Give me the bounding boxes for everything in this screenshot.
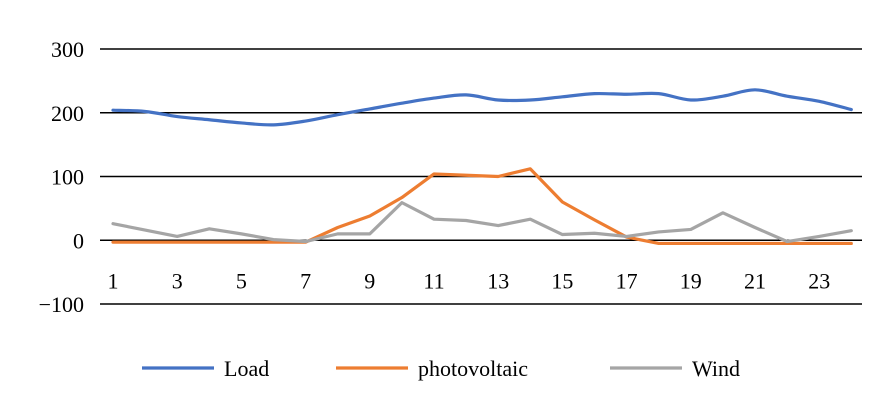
x-tick-label: 17	[616, 268, 638, 293]
y-tick-label: 100	[51, 165, 84, 190]
y-tick-label: −100	[39, 292, 84, 317]
y-tick-label: 200	[51, 101, 84, 126]
series-line-photovoltaic	[111, 167, 853, 246]
legend-label: photovoltaic	[418, 356, 528, 381]
x-tick-label: 5	[236, 268, 247, 293]
y-axis-ticks: 300 200 100 0 −100	[39, 37, 84, 317]
legend-item-photovoltaic: photovoltaic	[336, 356, 528, 381]
y-tick-label: 0	[73, 228, 84, 253]
x-tick-label: 1	[108, 268, 119, 293]
series-line-wind	[111, 201, 853, 244]
legend-item-wind: Wind	[610, 356, 740, 381]
legend-label: Wind	[692, 356, 740, 381]
x-tick-label: 23	[808, 268, 830, 293]
x-tick-label: 11	[423, 268, 444, 293]
x-tick-label: 19	[680, 268, 702, 293]
x-axis-ticks: 1 3 5 7 9 11 13 15 17 19 21 23	[108, 268, 831, 293]
x-tick-label: 7	[300, 268, 311, 293]
legend-label: Load	[224, 356, 269, 381]
series-lines	[111, 88, 853, 246]
x-tick-label: 3	[172, 268, 183, 293]
series-line-load	[111, 88, 853, 127]
x-tick-label: 9	[364, 268, 375, 293]
y-tick-label: 300	[51, 37, 84, 62]
x-tick-label: 15	[551, 268, 573, 293]
x-tick-label: 21	[744, 268, 766, 293]
legend-item-load: Load	[142, 356, 269, 381]
x-tick-label: 13	[487, 268, 509, 293]
legend: Load photovoltaic Wind	[142, 356, 740, 381]
